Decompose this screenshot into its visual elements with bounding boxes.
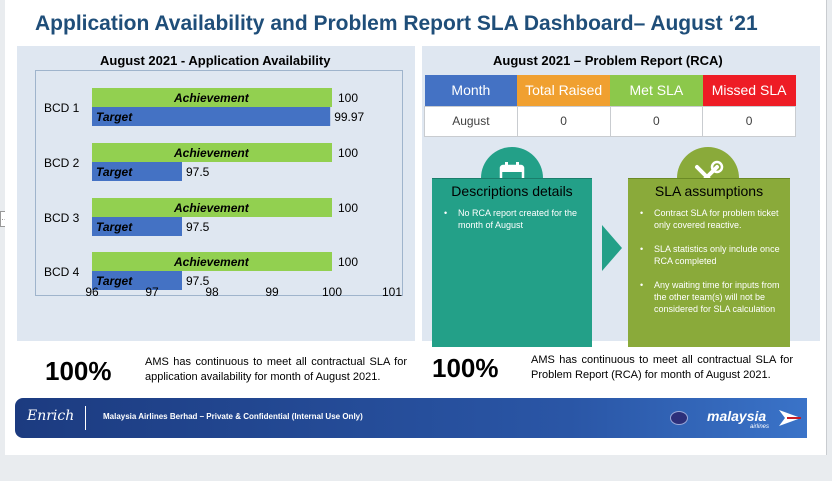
achievement-data-label: 100 [338, 91, 358, 105]
footer-divider [85, 406, 86, 430]
rca-table-row: August 0 0 0 [424, 105, 796, 137]
achievement-bar [92, 198, 332, 217]
x-tick-label: 99 [265, 285, 279, 297]
target-bar-label: Target [96, 165, 133, 179]
kite-logo-icon [777, 408, 803, 433]
chevron-right-icon [602, 225, 622, 276]
target-data-label: 97.5 [186, 274, 210, 288]
footer-confidential-text: Malaysia Airlines Berhad – Private & Con… [103, 412, 363, 421]
target-data-label: 97.5 [186, 220, 210, 234]
target-bar [92, 107, 331, 126]
target-bar [92, 271, 182, 290]
target-bar [92, 217, 182, 236]
availability-section-title: August 2021 - Application Availability [100, 53, 331, 68]
assumption-item: SLA statistics only include once RCA com… [628, 243, 782, 267]
brand-logo-sub: airlines [750, 424, 770, 430]
target-bar-label: Target [96, 220, 133, 234]
header-met-sla: Met SLA [610, 75, 703, 106]
assumptions-body: Contract SLA for problem ticket only cov… [628, 202, 790, 347]
oneworld-logo-icon [670, 411, 688, 425]
assumption-item: Any waiting time for inputs from the oth… [628, 279, 782, 315]
achievement-data-label: 100 [338, 146, 358, 160]
category-label: BCD 4 [44, 265, 80, 279]
category-label: BCD 2 [44, 156, 80, 170]
rca-table-header-row: Month Total Raised Met SLA Missed SLA [424, 75, 796, 106]
rca-summary-text: AMS has continuous to meet all contractu… [531, 354, 793, 381]
page-title: Application Availability and Problem Rep… [35, 12, 758, 35]
achievement-bar-label: Achievement [173, 91, 250, 105]
rca-section-title: August 2021 – Problem Report (RCA) [493, 53, 723, 68]
category-label: BCD 1 [44, 101, 80, 115]
availability-chart: BCD 1 Achievement 100 Target 99.97 BCD 2 Achie… [35, 70, 403, 297]
description-item: No RCA report created for the month of A… [432, 207, 592, 231]
availability-percentage: 100% [45, 356, 112, 386]
descriptions-body: No RCA report created for the month of A… [432, 202, 592, 347]
rca-table: Month Total Raised Met SLA Missed SLA Au… [424, 75, 796, 137]
achievement-bar [92, 88, 332, 107]
achievement-bar-label: Achievement [173, 201, 250, 215]
assumption-item: Contract SLA for problem ticket only cov… [628, 207, 782, 231]
header-month: Month [424, 75, 518, 106]
achievement-bar-label: Achievement [173, 255, 250, 269]
target-data-label: 99.97 [334, 110, 364, 124]
achievement-bar [92, 252, 332, 271]
achievement-data-label: 100 [338, 255, 358, 269]
category-label: BCD 3 [44, 211, 80, 225]
x-tick-label: 96 [85, 285, 99, 297]
footer-bar: Enrich Malaysia Airlines Berhad – Privat… [15, 398, 807, 438]
x-tick-label: 101 [382, 285, 402, 297]
cell-month: August [424, 105, 518, 137]
achievement-bar [92, 143, 332, 162]
header-missed-sla: Missed SLA [702, 75, 796, 106]
achievement-data-label: 100 [338, 201, 358, 215]
achievement-bar-label: Achievement [173, 146, 250, 160]
target-bar-label: Target [96, 110, 133, 124]
descriptions-heading: Descriptions details [432, 178, 592, 202]
target-bar [92, 162, 182, 181]
x-tick-label: 98 [205, 285, 219, 297]
x-tick-label: 97 [145, 285, 159, 297]
cell-missed-sla: 0 [702, 105, 796, 137]
x-tick-label: 100 [322, 285, 342, 297]
enrich-logo: Enrich [27, 408, 75, 424]
target-data-label: 97.5 [186, 165, 210, 179]
assumptions-heading: SLA assumptions [628, 178, 790, 202]
target-bar-label: Target [96, 274, 133, 288]
header-total-raised: Total Raised [517, 75, 611, 106]
availability-chart-svg: BCD 1 Achievement 100 Target 99.97 BCD 2 Achie… [44, 88, 402, 297]
rca-percentage: 100% [432, 353, 499, 383]
cell-total-raised: 0 [516, 105, 611, 137]
cell-met-sla: 0 [609, 105, 704, 137]
brand-logo: malaysia [707, 408, 767, 424]
availability-summary-text: AMS has continuous to meet all contractu… [145, 356, 407, 383]
slide: Application Availability and Problem Rep… [5, 0, 827, 455]
